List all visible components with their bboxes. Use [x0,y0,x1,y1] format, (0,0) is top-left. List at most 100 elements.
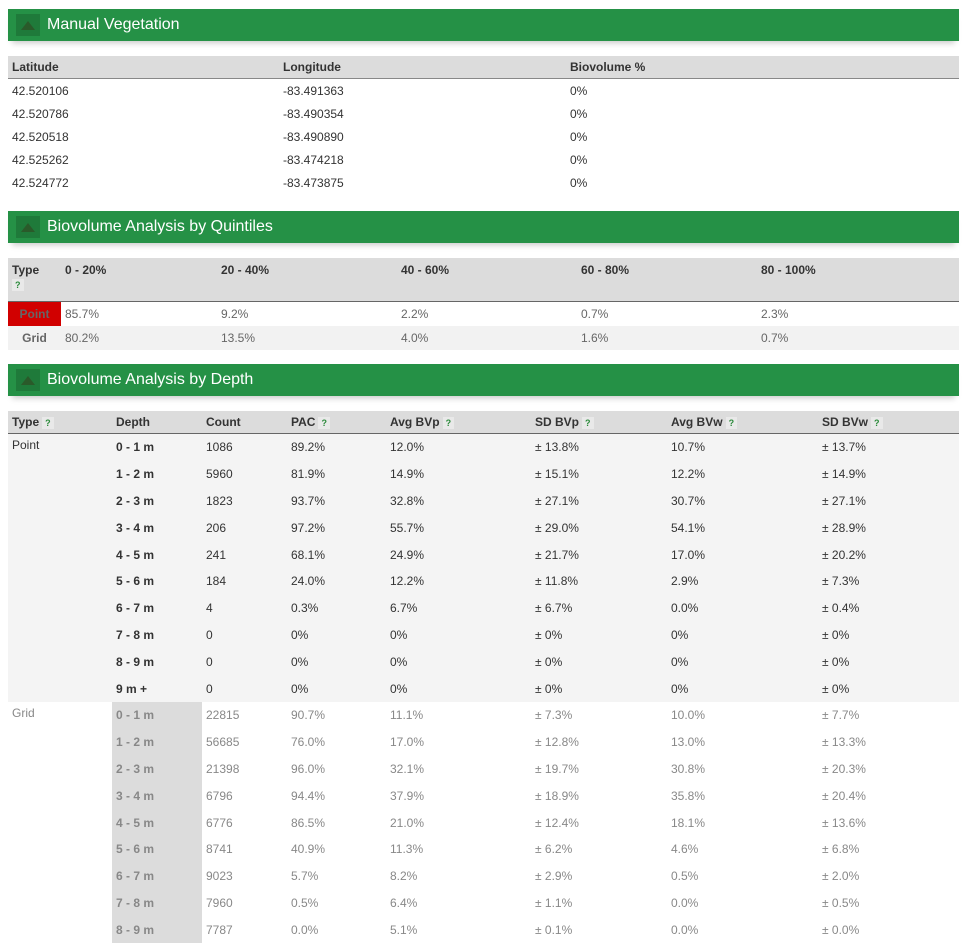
header-label: Avg BVp [390,415,440,429]
table-cell: 0% [667,621,818,649]
triangle-up-icon [21,21,35,30]
help-icon[interactable]: ? [871,417,883,429]
type-cell [8,729,112,756]
column-header[interactable]: Biovolume % [566,56,959,79]
column-header-avg-bvw[interactable]: Avg BVw? [667,411,818,434]
header-label: PAC [291,415,316,429]
help-icon[interactable]: ? [442,417,455,429]
table-row: 3 - 4 m 6796 94.4% 37.9% ± 18.9% 35.8% ± 20.4% [8,782,959,810]
column-header[interactable]: 60 - 80% [577,258,757,302]
type-cell [8,487,112,515]
table-cell: 7787 [206,922,233,937]
table-cell: ± 13.8% [531,433,667,461]
column-header[interactable]: 80 - 100% [757,258,959,302]
collapse-toggle[interactable] [16,216,40,238]
table-cell: 9023 [206,869,233,884]
help-icon[interactable]: ? [582,417,594,429]
table-cell: 32.1% [390,761,425,776]
table-cell: 184 [202,567,287,595]
column-header-avg-bvp[interactable]: Avg BVp? [386,411,531,434]
column-header[interactable]: 20 - 40% [217,258,397,302]
table-cell: 10.0% [671,708,706,723]
header-label: Type [12,415,40,429]
section-header-manual-vegetation[interactable]: Manual Vegetation [8,9,959,41]
table-cell: ± 2.0% [822,869,860,884]
table-cell: 8741 [206,842,233,857]
column-header[interactable]: Latitude [8,56,279,79]
table-cell: ± 27.1% [531,487,667,515]
table-row: 5 - 6 m 184 24.0% 12.2% ± 11.8% 2.9% ± 7.3% [8,567,959,595]
table-cell: 0% [570,83,588,98]
column-header-pac[interactable]: PAC? [287,411,386,434]
table-cell: 0.5% [291,895,319,910]
table-cell: 0% [570,129,588,144]
table-row: 7 - 8 m 7960 0.5% 6.4% ± 1.1% 0.0% ± 0.5% [8,889,959,917]
table-cell: 97.2% [287,514,386,542]
table-cell: 37.9% [390,788,425,803]
depth-cell: 4 - 5 m [112,541,202,568]
table-row: 42.520518 -83.490890 0% [8,125,959,148]
help-icon[interactable]: ? [318,417,330,429]
table-cell: 80.2% [61,326,217,350]
table-cell: 7960 [206,895,233,910]
section-header-quintiles[interactable]: Biovolume Analysis by Quintiles [8,211,959,243]
column-header-type[interactable]: Type ? [8,258,61,302]
type-cell [8,890,112,917]
section-title: Biovolume Analysis by Quintiles [47,218,273,235]
table-cell: 96.0% [291,761,326,776]
table-cell: ± 27.1% [818,487,959,515]
collapse-toggle[interactable] [16,14,40,36]
type-cell [8,836,112,863]
table-cell: 2.2% [401,307,429,321]
column-header-sd-bvp[interactable]: SD BVp? [531,411,667,434]
help-icon[interactable]: ? [42,417,54,429]
column-header[interactable]: Depth [112,411,202,434]
table-cell: 0.0% [671,922,699,937]
table-cell: 0 [202,648,287,676]
depth-cell: 1 - 2 m [112,460,202,488]
type-cell [8,460,112,488]
table-cell: 6796 [206,788,233,803]
table-row: 42.524772 -83.473875 0% [8,171,959,194]
type-cell [8,567,112,595]
table-cell: ± 6.2% [535,842,573,857]
table-row: 5 - 6 m 8741 40.9% 11.3% ± 6.2% 4.6% ± 6.8% [8,835,959,863]
type-cell [8,621,112,649]
header-label: SD BVp [535,415,580,429]
table-cell: ± 29.0% [531,514,667,542]
table-cell: 40.9% [291,842,326,857]
column-header[interactable]: Longitude [279,56,566,79]
column-header[interactable]: Count [202,411,287,434]
table-row: 6 - 7 m 4 0.3% 6.7% ± 6.7% 0.0% ± 0.4% [8,594,959,622]
depth-cell: 0 - 1 m [112,433,202,461]
table-cell: -83.473875 [283,175,344,190]
table-row: 2 - 3 m 21398 96.0% 32.1% ± 19.7% 30.8% ± 20.3… [8,755,959,783]
table-cell: ± 0% [531,621,667,649]
help-icon[interactable]: ? [725,417,738,429]
table-row: Grid 0 - 1 m 22815 90.7% 11.1% ± 7.3% 10.0% ± 7… [8,701,959,729]
collapse-toggle[interactable] [16,369,40,391]
table-cell: 1.6% [577,326,757,350]
depth-cell: 8 - 9 m [112,916,202,943]
table-cell: 24.0% [287,567,386,595]
table-cell: ± 1.1% [535,895,573,910]
type-badge: Grid [8,326,61,350]
section-header-depth[interactable]: Biovolume Analysis by Depth [8,364,959,396]
column-header[interactable]: 0 - 20% [61,258,217,302]
table-cell: 4.6% [671,842,699,857]
column-header-sd-bvw[interactable]: SD BVw? [818,411,959,434]
table-cell: ± 14.9% [818,460,959,488]
column-header[interactable]: 40 - 60% [397,258,577,302]
table-cell: ± 0% [818,648,959,676]
help-icon[interactable]: ? [12,279,24,291]
table-row: Point 85.7% 9.2% 2.2% 0.7% 2.3% [8,301,959,326]
depth-cell: 7 - 8 m [112,889,202,917]
table-cell: 42.520106 [12,83,69,98]
table-cell: 21.0% [390,815,425,830]
table-cell: -83.490890 [283,129,344,144]
table-cell: 86.5% [291,815,326,830]
table-cell: ± 0% [531,675,667,702]
column-header-type[interactable]: Type? [8,411,112,434]
table-cell: 11.3% [390,842,424,857]
table-cell: 13.0% [671,735,706,750]
